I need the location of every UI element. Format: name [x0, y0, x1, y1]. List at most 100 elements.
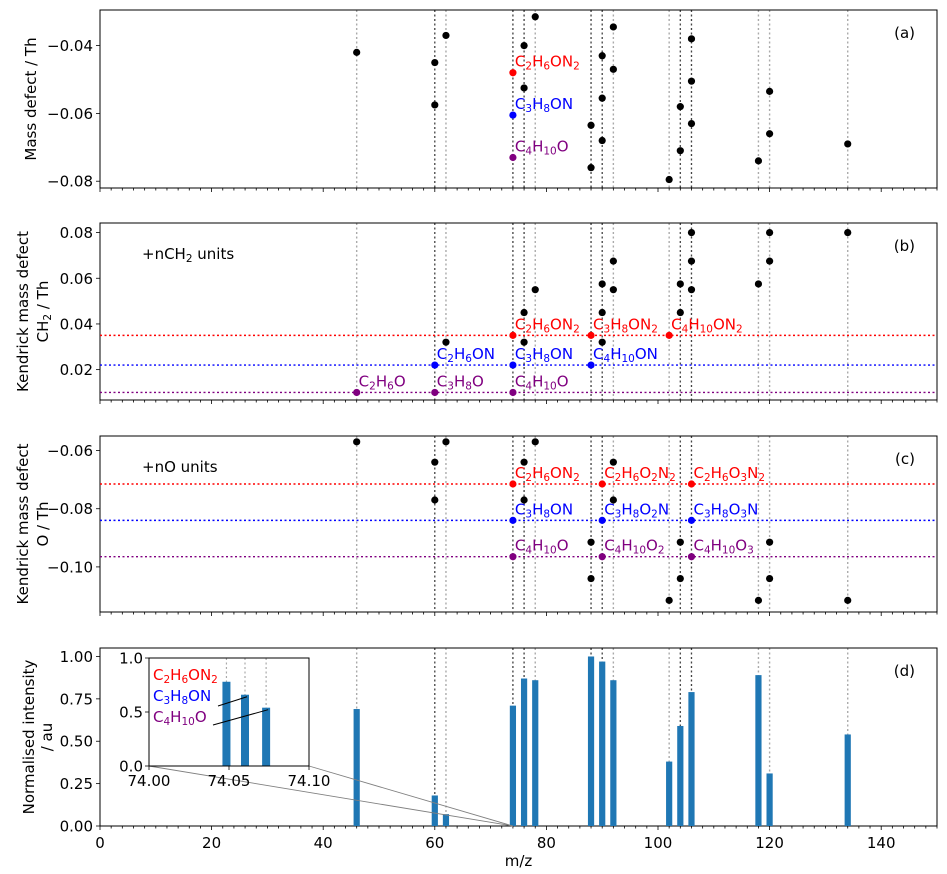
- data-point: [609, 286, 617, 294]
- point-label: C4H10O: [515, 137, 569, 157]
- x-axis-label: m/z: [505, 852, 533, 870]
- inset-x-tick-label: 74.00: [128, 772, 171, 790]
- x-tick-label: 20: [202, 834, 221, 852]
- data-point: [587, 574, 595, 583]
- data-point: [587, 121, 595, 129]
- data-point: [442, 31, 450, 40]
- y-tick-label: 0.02: [60, 361, 93, 379]
- data-point: [598, 52, 606, 60]
- axes-frame: [99, 222, 938, 401]
- data-point: [509, 331, 517, 339]
- point-label: C3H8O3N: [693, 500, 758, 520]
- bar: [431, 795, 438, 826]
- data-point: [687, 228, 696, 237]
- inset-x-tick-label: 74.05: [208, 772, 251, 790]
- bar: [599, 661, 606, 826]
- data-point: [531, 13, 539, 21]
- data-point: [766, 257, 774, 265]
- data-point: [609, 458, 617, 466]
- x-tick-label: 100: [644, 834, 673, 852]
- data-point: [509, 516, 517, 524]
- data-point: [520, 458, 528, 466]
- y-tick-label: −0.06: [47, 442, 93, 460]
- point-label: C4H10ON: [593, 345, 658, 365]
- data-point: [766, 228, 774, 237]
- data-point: [609, 23, 617, 31]
- data-point: [509, 388, 517, 397]
- data-point: [587, 164, 595, 172]
- axes-frame: [99, 9, 938, 189]
- data-point: [687, 35, 696, 43]
- data-point: [442, 338, 450, 346]
- bar: [509, 705, 517, 826]
- data-point: [431, 101, 439, 109]
- inset-bar: [222, 681, 231, 766]
- y-tick-label: 0.08: [60, 224, 93, 242]
- data-point: [766, 574, 774, 583]
- data-point: [754, 280, 763, 288]
- data-point: [509, 480, 517, 488]
- point-label: C2H6O: [359, 372, 406, 392]
- data-point: [520, 42, 528, 50]
- inset-pointer: [212, 709, 269, 726]
- inset-label: C2H6ON2: [153, 666, 218, 686]
- y-axis-label: Kendrick mass defect: [14, 443, 32, 604]
- point-label: C3H8O2N: [604, 500, 669, 520]
- panel-0: −0.04 −0.06 −0.08 (a) C2H6ON2 C3H8ON C4H10O Mas…: [22, 9, 938, 192]
- point-label: C4H10O: [515, 537, 569, 557]
- point-label: C4H10ON2: [671, 315, 743, 335]
- data-point: [587, 331, 595, 339]
- panel-1: 0.02 0.04 0.06 0.08 (b) C2H6ON2 C3H8ON2 C4H10ON…: [14, 222, 938, 404]
- x-tick-label: 140: [867, 834, 896, 852]
- panel-label: (b): [894, 237, 915, 255]
- x-tick-label: 40: [314, 834, 333, 852]
- data-point: [431, 361, 439, 369]
- panel-label: (c): [895, 450, 915, 468]
- data-point: [520, 308, 528, 317]
- data-point: [531, 286, 539, 294]
- y-tick-label: −0.10: [47, 558, 93, 576]
- y-tick-label: 0.75: [60, 690, 93, 708]
- inset-connector: [148, 765, 513, 827]
- panel-2: −0.06 −0.08 −0.10 (c) C2H6ON2 C2H6O2N2 C2H6O3N…: [14, 435, 938, 616]
- data-point: [754, 596, 763, 604]
- data-point: [587, 538, 595, 546]
- y-tick-label: 0.04: [60, 315, 93, 333]
- point-label: C3H8ON: [515, 500, 573, 520]
- bar: [587, 656, 595, 826]
- inset-pointer: [217, 696, 248, 707]
- inset-label: C3H8ON: [153, 687, 211, 707]
- inset-label: C4H10O: [153, 708, 207, 728]
- data-point: [431, 388, 439, 397]
- panel-label: (a): [894, 24, 915, 42]
- y-axis-label: O / Th: [34, 501, 52, 546]
- data-point: [598, 480, 606, 488]
- bar: [677, 725, 684, 826]
- data-point: [353, 388, 361, 397]
- data-point: [353, 48, 361, 56]
- data-point: [766, 538, 774, 546]
- data-point: [598, 94, 606, 102]
- data-point: [520, 338, 528, 346]
- data-point: [844, 140, 852, 148]
- point-label: C3H8ON2: [593, 315, 658, 335]
- data-point: [531, 438, 539, 446]
- data-point: [431, 496, 439, 504]
- data-point: [676, 280, 684, 288]
- bar: [442, 814, 450, 826]
- y-tick-label: 0.25: [60, 775, 93, 793]
- data-point: [687, 77, 696, 85]
- point-label: C2H6ON2: [515, 464, 580, 484]
- data-point: [598, 280, 606, 288]
- data-point: [598, 553, 606, 561]
- point-label: C2H6O3N2: [693, 464, 765, 484]
- data-point: [442, 438, 450, 446]
- panel-annotation: +nCH2 units: [142, 245, 234, 265]
- x-tick-label: 80: [537, 834, 556, 852]
- data-point: [766, 130, 774, 138]
- inset-bar: [241, 694, 249, 766]
- data-point: [509, 361, 517, 369]
- data-point: [587, 361, 595, 369]
- data-point: [609, 65, 617, 73]
